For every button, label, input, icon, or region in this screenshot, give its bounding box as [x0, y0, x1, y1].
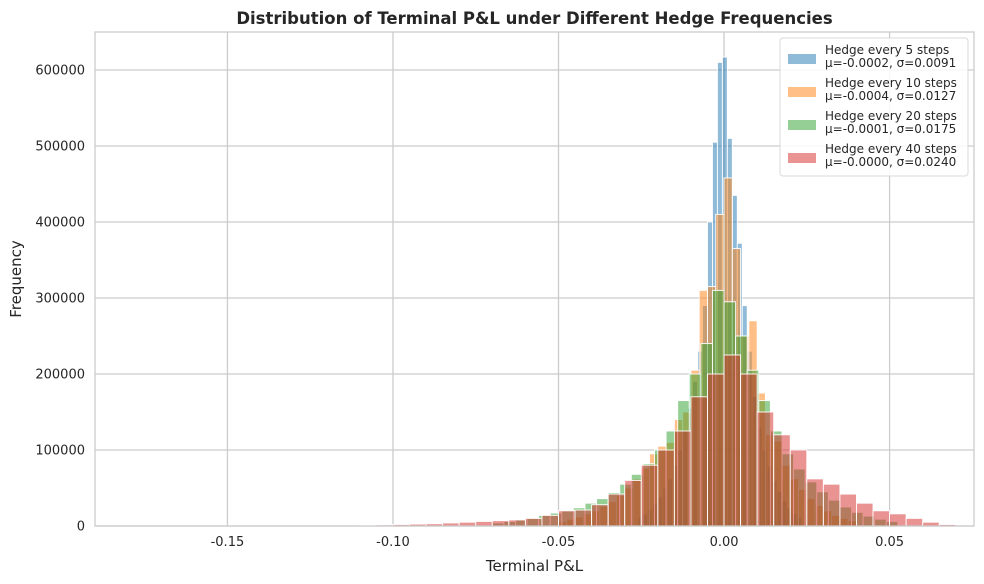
y-tick-label: 100000 [35, 444, 85, 459]
histogram-bar [773, 434, 791, 527]
x-tick-label: 0.05 [875, 535, 904, 550]
legend-label: Hedge every 5 steps [825, 43, 949, 57]
legend-swatch [788, 54, 816, 64]
histogram-bar [640, 464, 659, 527]
tick-labels: -0.15 -0.10 -0.05 0.00 0.05 0 100000 200000 3000… [35, 64, 904, 551]
legend-swatch [788, 153, 816, 163]
legend-stats: μ=-0.0002, σ=0.0091 [825, 56, 956, 70]
x-tick-label: -0.05 [542, 535, 576, 550]
histogram-bar [524, 517, 543, 527]
histogram-bar [723, 354, 742, 527]
histogram-bar [491, 520, 510, 527]
histogram-bar [740, 373, 758, 527]
histogram-bar [856, 502, 874, 527]
y-tick-label: 0 [77, 520, 85, 535]
x-tick-label: -0.15 [211, 535, 245, 550]
histogram-bar [707, 373, 725, 527]
x-axis-title: Terminal P&L [485, 557, 584, 575]
x-tick-label: 0.00 [710, 535, 739, 550]
histogram-bar [822, 483, 841, 527]
x-tick-label: -0.10 [376, 535, 410, 550]
histogram-bar [607, 493, 626, 527]
y-tick-label: 500000 [35, 140, 85, 155]
y-tick-label: 400000 [35, 216, 85, 231]
histogram-bar [508, 519, 526, 527]
histogram-bar [541, 514, 559, 527]
plot-frame [94, 31, 975, 527]
histogram-bar [657, 449, 675, 527]
y-axis-title: Frequency [7, 240, 25, 318]
histogram-bar [690, 396, 708, 527]
histogram-bar [889, 513, 907, 527]
legend-label: Hedge every 10 steps [825, 76, 957, 90]
histogram-bar [624, 479, 642, 527]
y-tick-label: 300000 [35, 292, 85, 307]
legend-swatch [788, 87, 816, 97]
histogram-bar [806, 478, 824, 527]
y-tick-label: 600000 [35, 64, 85, 79]
plot-border [94, 31, 975, 527]
histogram-bar [756, 411, 775, 527]
histogram-bar [872, 510, 891, 527]
legend-label: Hedge every 20 steps [825, 109, 957, 123]
histogram-bar [574, 509, 593, 527]
histogram-bar [839, 493, 857, 527]
histogram-bar [558, 510, 576, 527]
histogram-bar [905, 517, 924, 527]
histogram-bar [475, 520, 493, 527]
histogram-bar [789, 449, 808, 527]
legend-label: Hedge every 40 steps [825, 142, 957, 156]
legend-swatch [788, 120, 816, 130]
chart-title: Distribution of Terminal P&L under Diffe… [236, 9, 833, 28]
histogram-bar [591, 504, 609, 527]
legend-box [779, 37, 969, 177]
histogram-bar [673, 430, 692, 527]
legend-stats: μ=-0.0001, σ=0.0175 [825, 122, 956, 136]
legend-stats: μ=-0.0004, σ=0.0127 [825, 89, 956, 103]
legend-stats: μ=-0.0000, σ=0.0240 [825, 155, 956, 169]
y-tick-label: 200000 [35, 368, 85, 383]
